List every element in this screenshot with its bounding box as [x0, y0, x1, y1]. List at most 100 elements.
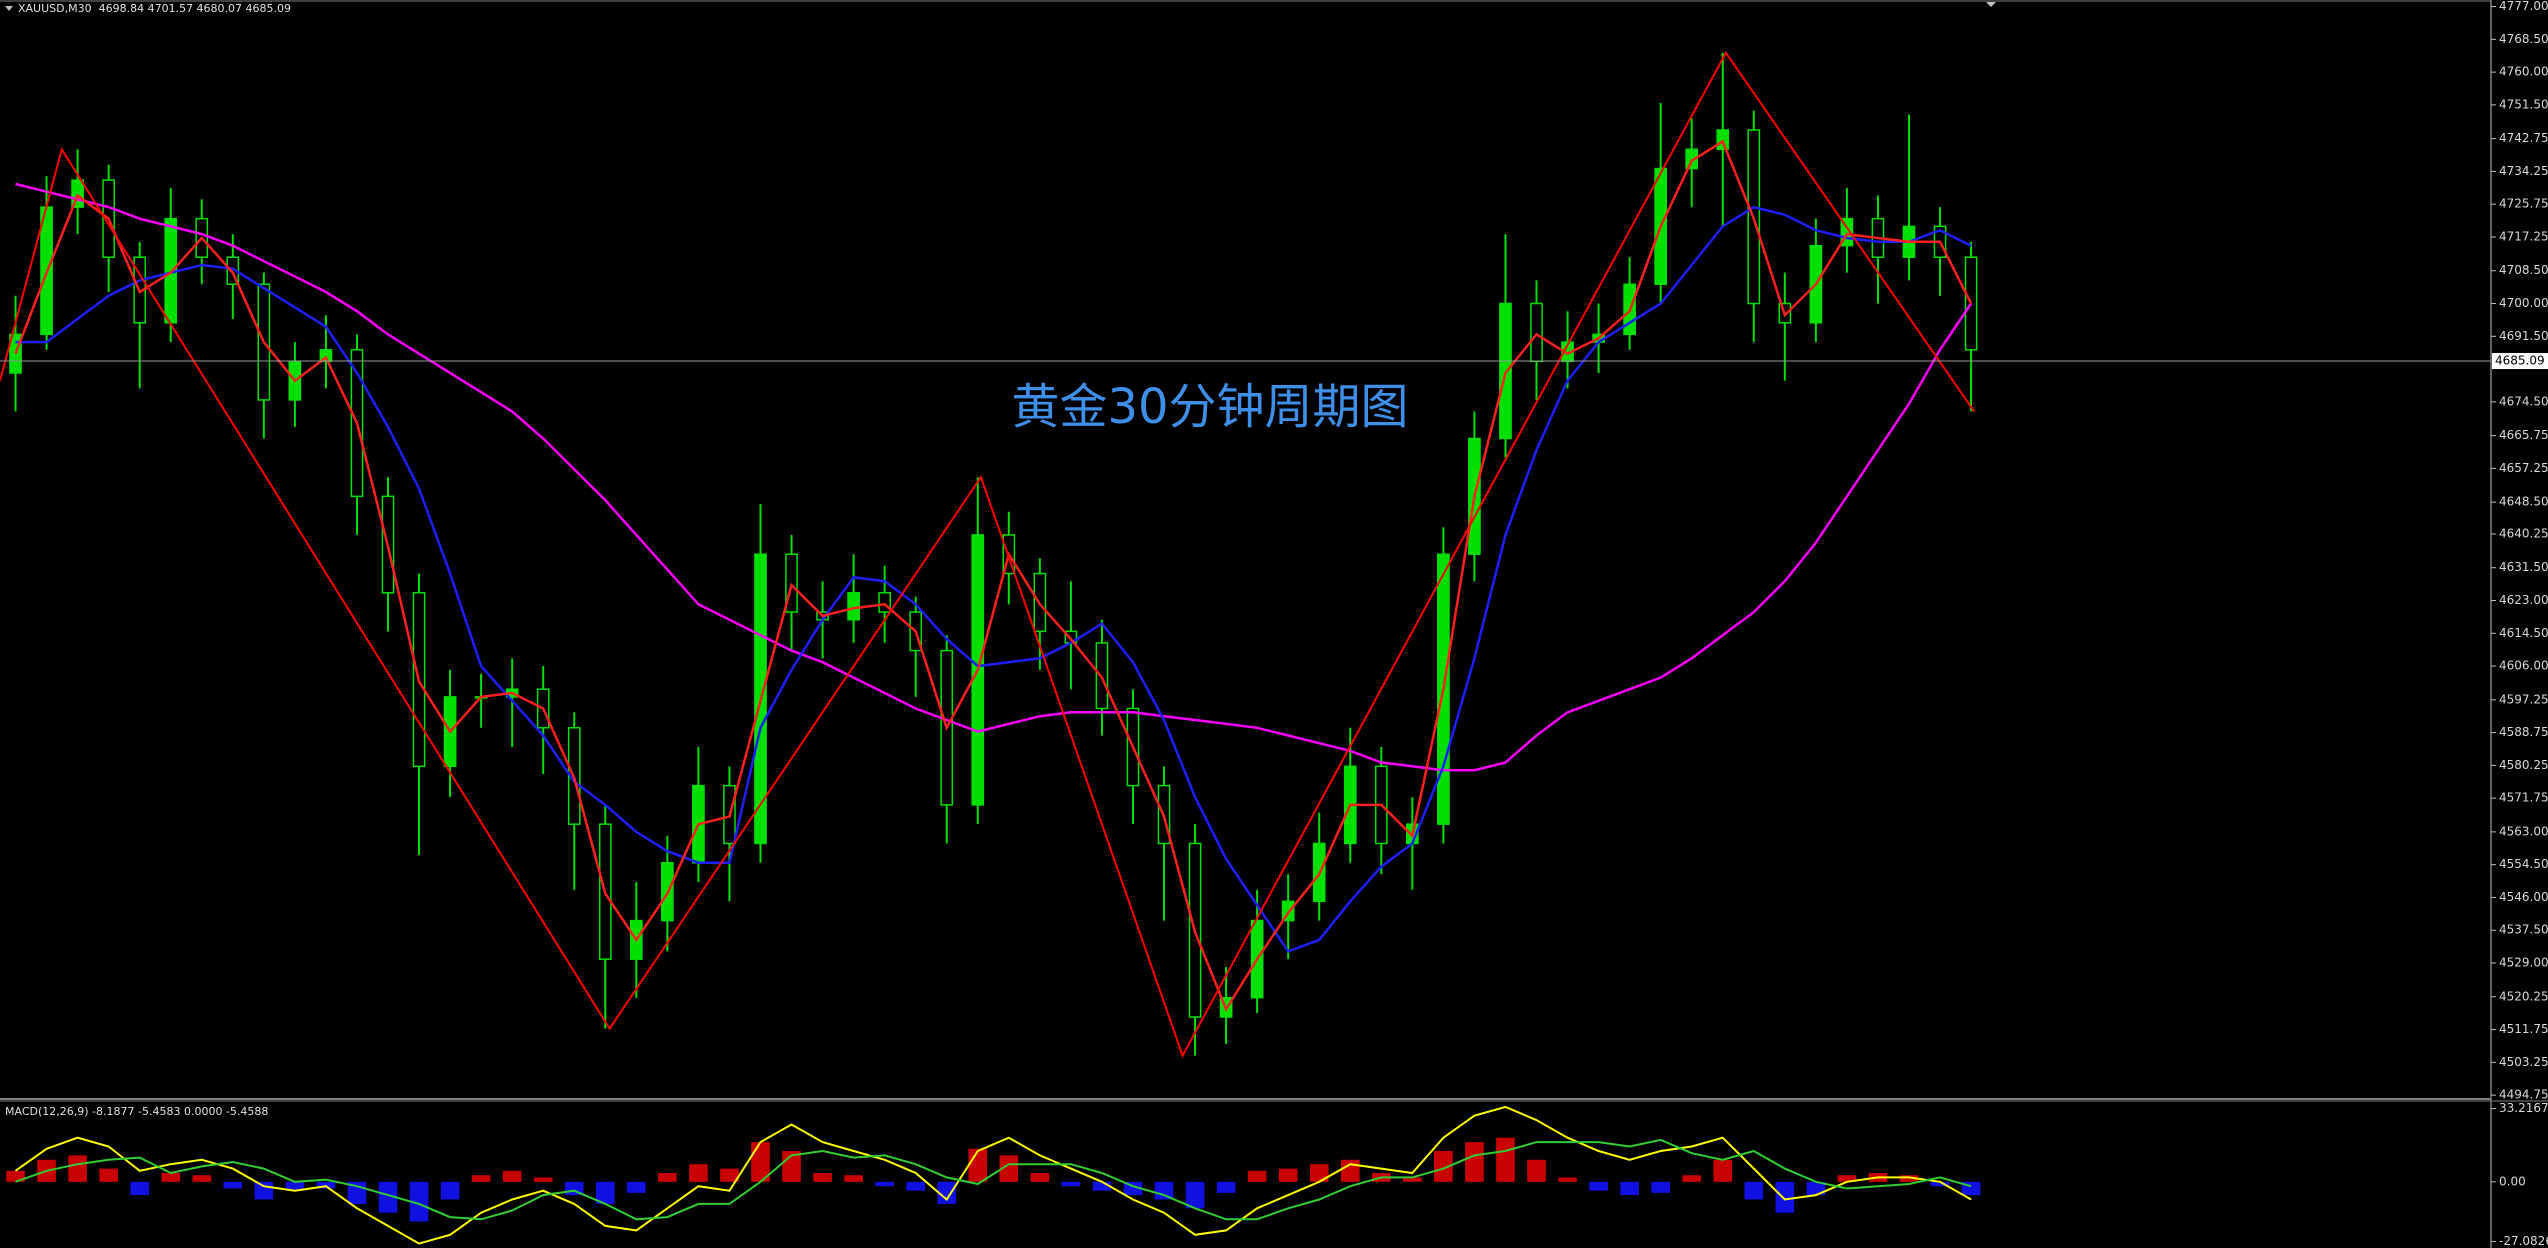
histogram-bar: [1620, 1181, 1639, 1196]
histogram-bar: [1806, 1181, 1826, 1196]
price-label-box: [2492, 353, 2548, 370]
macd-line: [15, 1138, 1972, 1221]
y-tick-label: 4563.00: [2499, 824, 2548, 838]
annotation: 黄金30分钟周期图: [1011, 379, 1408, 435]
histogram-bar: [130, 1181, 149, 1196]
histogram-bar: [1465, 1142, 1484, 1182]
histogram-bar: [99, 1168, 118, 1182]
histogram-bar: [533, 1177, 553, 1182]
histogram-bar: [440, 1181, 460, 1200]
y-tick-label: -27.0826: [2499, 1234, 2548, 1248]
histogram-bar: [1278, 1168, 1298, 1182]
histogram-bar: [813, 1173, 832, 1182]
y-tick-label: 4580.25: [2499, 758, 2548, 772]
histogram-bar: [1434, 1150, 1453, 1182]
histogram-bar: [1527, 1159, 1546, 1182]
y-tick-label: 4708.50: [2499, 263, 2548, 277]
chart-header: XAUUSD,M30 4698.84 4701.57 4680.07 4685.…: [18, 2, 291, 15]
candle-body: [847, 592, 860, 621]
y-tick-label: 4537.50: [2499, 923, 2548, 937]
candle-body: [226, 256, 240, 285]
histogram-bar: [906, 1181, 926, 1191]
histogram-bar: [1403, 1177, 1422, 1182]
y-tick-label: 4631.50: [2499, 560, 2548, 574]
macd-panel: [6, 1105, 1981, 1245]
histogram-bar: [1651, 1181, 1670, 1193]
y-tick-label: 4588.75: [2499, 725, 2548, 739]
histogram-bar: [751, 1142, 770, 1182]
histogram-bar: [1216, 1181, 1236, 1193]
y-tick-label: 4717.25: [2499, 229, 2548, 243]
histogram-bar: [1185, 1181, 1205, 1209]
histogram-bar: [285, 1181, 305, 1191]
y-tick-label: 4665.75: [2499, 428, 2548, 442]
histogram-bar: [1154, 1181, 1174, 1200]
histogram-bar: [1837, 1175, 1857, 1182]
y-tick-label: 4760.00: [2499, 65, 2548, 79]
histogram-bar: [875, 1181, 894, 1187]
moving-average: [14, 139, 1973, 1013]
y-tick-label: 4606.00: [2499, 659, 2548, 673]
histogram-bar: [1558, 1177, 1577, 1182]
moving-average: [15, 182, 1973, 772]
y-tick-label: 4768.50: [2499, 32, 2548, 46]
histogram-bar: [658, 1173, 677, 1182]
y-tick-label: 4571.75: [2499, 791, 2548, 805]
histogram-bar: [1030, 1173, 1050, 1182]
histogram-bar: [1589, 1181, 1608, 1191]
main-panel: [0, 50, 1978, 1059]
y-tick-label: 4691.50: [2499, 329, 2548, 343]
y-tick-label: 0.00: [2499, 1174, 2526, 1188]
histogram-bar: [502, 1170, 522, 1182]
y-tick-label: 4623.00: [2499, 593, 2548, 607]
histogram-bar: [1092, 1181, 1112, 1191]
y-tick-label: 33.2167: [2499, 1101, 2548, 1115]
histogram-bar: [192, 1175, 212, 1182]
y-tick-label: 4529.00: [2499, 956, 2548, 970]
candle-body: [878, 592, 891, 613]
candle-body: [1685, 148, 1699, 170]
histogram-bar: [1930, 1181, 1950, 1187]
y-tick-label: 4494.75: [2499, 1088, 2548, 1102]
histogram-bar: [999, 1155, 1019, 1182]
histogram-bar: [471, 1175, 491, 1182]
price-label: 4685.09: [2495, 354, 2545, 368]
y-tick-label: 4734.25: [2499, 164, 2548, 178]
y-tick-label: 4640.25: [2499, 526, 2548, 540]
histogram-bar: [968, 1148, 988, 1182]
y-tick-label: 4554.50: [2499, 857, 2548, 871]
histogram-bar: [595, 1181, 615, 1204]
histogram-bar: [1309, 1164, 1329, 1182]
histogram-bar: [627, 1181, 646, 1193]
shift-marker: [1986, 2, 1996, 7]
y-tick-label: 4700.00: [2499, 296, 2548, 310]
candle-body: [1840, 217, 1854, 247]
y-tick-label: 4777.00: [2499, 0, 2548, 13]
histogram-bar: [1744, 1181, 1764, 1200]
candle-body: [785, 553, 798, 613]
y-tick-label: 4725.75: [2499, 197, 2548, 211]
y-tick-label: 4614.50: [2499, 626, 2548, 640]
histogram-bar: [68, 1155, 87, 1182]
histogram-bar: [844, 1175, 863, 1182]
histogram-bar: [720, 1168, 739, 1182]
y-tick-label: 4546.00: [2499, 890, 2548, 904]
y-tick-label: 4751.50: [2499, 97, 2548, 111]
indicator-header: MACD(12,26,9) -8.1877 -5.4583 0.0000 -5.…: [5, 1105, 268, 1118]
histogram-bar: [1061, 1181, 1081, 1187]
y-tick-label: 4742.75: [2499, 131, 2548, 145]
menu-icon: [5, 6, 13, 11]
histogram-bar: [1247, 1170, 1267, 1182]
histogram-bar: [161, 1173, 181, 1182]
moving-average: [15, 205, 1972, 953]
macd-line: [14, 1105, 1972, 1245]
histogram-bar: [254, 1181, 274, 1200]
histogram-bar: [1682, 1175, 1702, 1182]
y-tick-label: 4503.25: [2499, 1055, 2548, 1069]
histogram-bar: [409, 1181, 429, 1222]
y-tick-label: 4648.50: [2499, 495, 2548, 509]
zigzag: [0, 50, 1976, 1059]
